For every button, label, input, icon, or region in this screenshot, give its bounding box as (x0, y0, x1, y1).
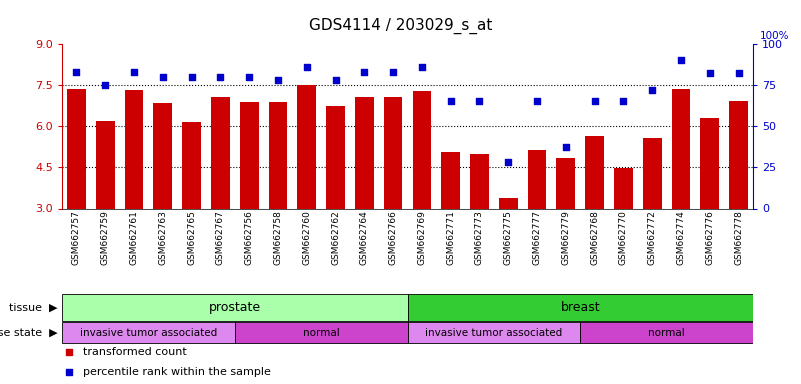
Bar (441, 152, 460, 291)
Point (473, 98, 486, 104)
Text: GSM662761: GSM662761 (130, 210, 139, 265)
Point (329, 77, 342, 83)
Text: GSM662769: GSM662769 (417, 210, 426, 265)
Text: GSM662765: GSM662765 (187, 210, 196, 265)
Point (70, 68, 83, 74)
Bar (643, 138, 662, 291)
Bar (211, 97, 230, 291)
Text: GSM662775: GSM662775 (504, 210, 513, 265)
Point (530, 98, 543, 104)
Bar (182, 122, 201, 291)
Point (243, 73, 256, 79)
Bar (672, 89, 690, 291)
Point (185, 73, 198, 79)
Bar (67, 89, 86, 291)
Bar (413, 91, 431, 291)
Text: GSM662779: GSM662779 (562, 210, 570, 265)
Bar (96, 121, 115, 291)
Text: disease state  ▶: disease state ▶ (0, 328, 58, 338)
Bar (355, 97, 374, 291)
Text: GSM662762: GSM662762 (331, 210, 340, 265)
Text: GSM662768: GSM662768 (590, 210, 599, 265)
Text: normal: normal (648, 328, 685, 338)
Point (272, 77, 284, 83)
Bar (384, 97, 402, 291)
Bar (408, 294, 753, 321)
Bar (408, 322, 580, 343)
Bar (557, 159, 575, 291)
Point (559, 144, 572, 151)
Bar (614, 168, 633, 291)
Text: invasive tumor associated: invasive tumor associated (80, 328, 217, 338)
Text: GSM662756: GSM662756 (244, 210, 254, 265)
Bar (580, 322, 753, 343)
Text: GSM662759: GSM662759 (101, 210, 110, 265)
Point (445, 98, 457, 104)
Point (99, 82, 111, 88)
Text: GSM662757: GSM662757 (72, 210, 81, 265)
Point (214, 73, 227, 79)
Bar (268, 102, 288, 291)
Text: GSM662760: GSM662760 (302, 210, 312, 265)
Text: invasive tumor associated: invasive tumor associated (425, 328, 562, 338)
Bar (239, 102, 259, 291)
Bar (62, 322, 235, 343)
Point (62, 349, 75, 356)
Bar (499, 198, 517, 291)
Point (416, 63, 429, 70)
Point (588, 98, 601, 104)
Text: GSM662764: GSM662764 (360, 210, 368, 265)
Bar (528, 150, 546, 291)
Text: percentile rank within the sample: percentile rank within the sample (83, 367, 271, 377)
Point (62, 369, 75, 375)
Point (732, 70, 745, 76)
Text: GSM662758: GSM662758 (273, 210, 283, 265)
Text: GSM662771: GSM662771 (446, 210, 455, 265)
Text: transformed count: transformed count (83, 348, 187, 358)
Bar (700, 118, 719, 291)
Bar (470, 154, 489, 291)
Point (358, 68, 371, 74)
Point (387, 68, 400, 74)
Bar (586, 136, 604, 291)
Point (156, 73, 169, 79)
Point (127, 68, 140, 74)
Text: GSM662766: GSM662766 (388, 210, 397, 265)
Text: tissue  ▶: tissue ▶ (10, 303, 58, 313)
Bar (235, 322, 408, 343)
Bar (125, 90, 143, 291)
Text: GSM662778: GSM662778 (734, 210, 743, 265)
Point (617, 98, 630, 104)
Point (502, 159, 515, 166)
Point (300, 63, 313, 70)
Text: GSM662770: GSM662770 (619, 210, 628, 265)
Bar (326, 106, 345, 291)
Text: GSM662767: GSM662767 (215, 210, 225, 265)
Bar (297, 85, 316, 291)
Point (646, 87, 658, 93)
Text: GSM662776: GSM662776 (706, 210, 714, 265)
Text: GDS4114 / 203029_s_at: GDS4114 / 203029_s_at (309, 17, 492, 34)
Bar (154, 103, 172, 291)
Text: 100%: 100% (760, 31, 790, 41)
Text: GSM662763: GSM662763 (159, 210, 167, 265)
Text: GSM662772: GSM662772 (648, 210, 657, 265)
Point (674, 57, 687, 63)
Text: GSM662777: GSM662777 (533, 210, 541, 265)
Text: breast: breast (561, 301, 600, 314)
Text: prostate: prostate (209, 301, 261, 314)
Bar (729, 101, 748, 291)
Bar (62, 294, 408, 321)
Text: GSM662773: GSM662773 (475, 210, 484, 265)
Text: normal: normal (303, 328, 340, 338)
Text: GSM662774: GSM662774 (677, 210, 686, 265)
Point (703, 70, 716, 76)
